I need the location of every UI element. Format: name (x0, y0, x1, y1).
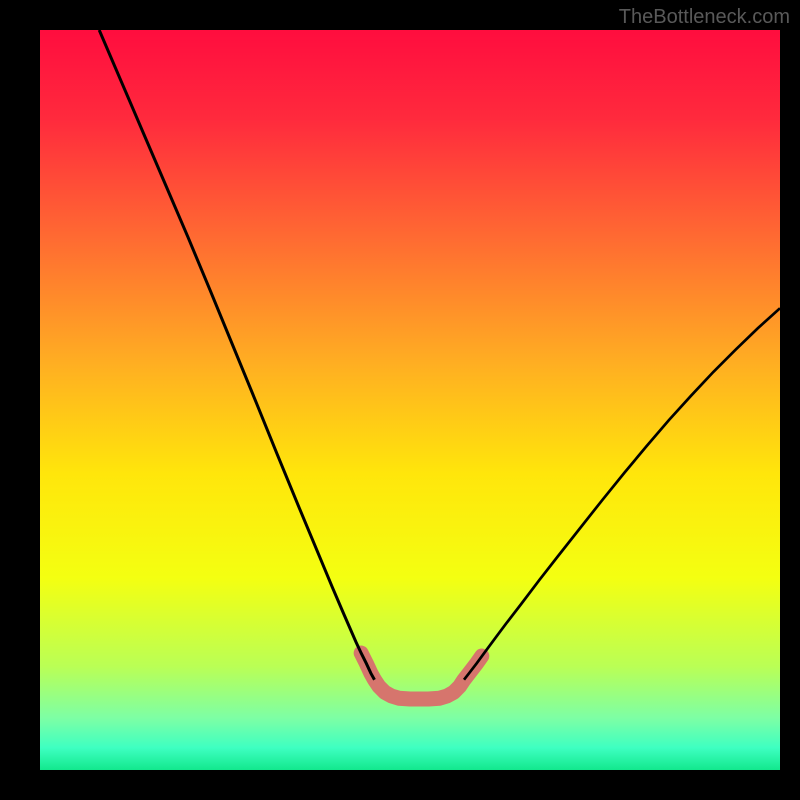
watermark-text: TheBottleneck.com (619, 6, 790, 29)
valley-highlight (361, 653, 482, 699)
chart-container: TheBottleneck.com (0, 0, 800, 800)
plot-area (40, 30, 780, 770)
right-curve (464, 308, 780, 679)
chart-lines (40, 30, 780, 770)
left-curve (99, 30, 374, 680)
